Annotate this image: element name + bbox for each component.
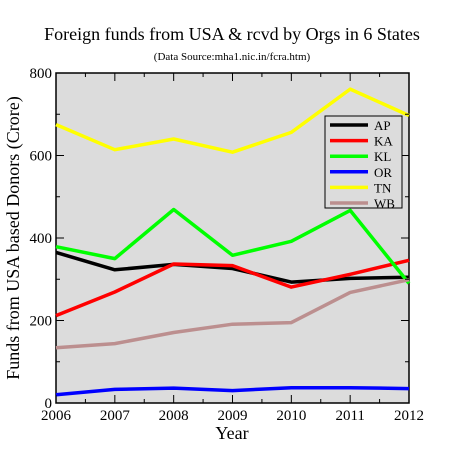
series-layer [55,87,411,397]
legend-label-wb: WB [374,196,395,211]
legend-label-ap: AP [374,118,391,133]
y-tick-label: 0 [45,396,53,412]
y-tick-label: 400 [30,231,53,247]
y-axis-label: Funds from USA based Donors (Crore) [3,96,24,379]
x-tick-label: 2007 [100,408,131,424]
series-line-kl [55,207,411,285]
x-axis: 2006 2007 2008 2009 2010 2011 2012 [41,73,424,424]
chart-subtitle: (Data Source:mha1.nic.in/fcra.htm) [154,51,311,63]
legend-box [324,115,403,209]
y-tick-label: 600 [30,149,53,165]
x-tick-label: 2008 [159,408,189,424]
legend-label-kl: KL [374,149,391,164]
series-line-tn [55,87,410,154]
y-axis: 0 200 400 600 800 [30,66,409,412]
y-tick-label: 800 [30,66,53,82]
x-axis-label: Year [215,423,248,443]
series-line-or [55,385,410,397]
x-tick-label: 2010 [276,408,306,424]
chart-title: Foreign funds from USA & rcvd by Orgs in… [44,24,420,44]
series-line-ap [55,250,410,284]
legend-label-ka: KA [374,134,393,149]
y-tick-label: 200 [30,314,53,330]
x-tick-label: 2009 [218,408,248,424]
legend-label-tn: TN [374,180,392,195]
x-tick-label: 2011 [335,408,364,424]
series-line-ka [55,258,410,318]
x-tick-label: 2012 [394,408,424,424]
x-tick-label: 2006 [41,408,72,424]
series-line-wb [55,277,410,350]
legend-label-or: OR [374,165,392,180]
